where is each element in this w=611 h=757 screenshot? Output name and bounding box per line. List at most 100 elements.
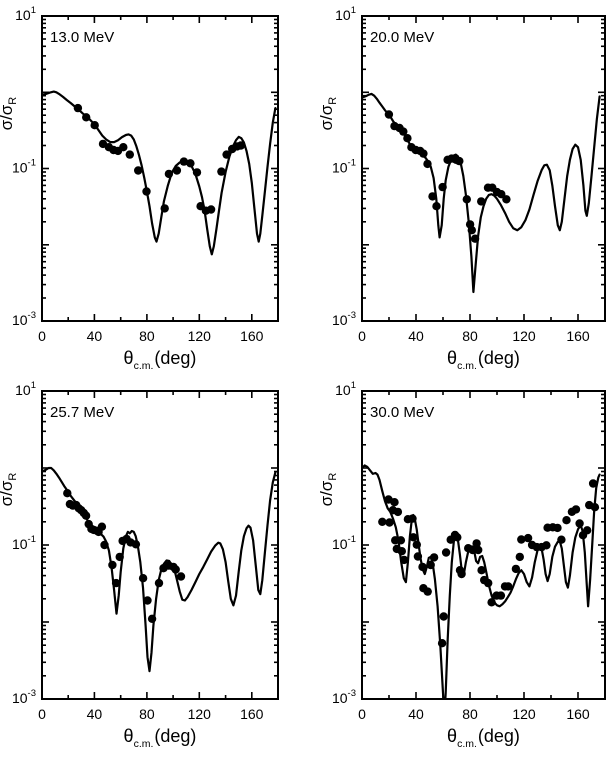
x-axis-title: θc.m.(deg) <box>447 348 520 372</box>
model-curve <box>362 464 601 699</box>
x-tick-label: 160 <box>566 706 590 722</box>
data-point <box>504 582 513 591</box>
data-point <box>397 547 406 556</box>
x-tick-label: 120 <box>188 328 212 344</box>
plot-svg: 0 40 80 120 160 101 10-1 10-3 13.0 MeV σ/σR θc.m.(… <box>0 5 279 372</box>
panel-energy-label: 25.7 MeV <box>50 404 114 421</box>
data-point <box>496 591 506 600</box>
data-point <box>399 555 409 565</box>
data-point <box>172 166 182 175</box>
data-point <box>472 539 481 548</box>
data-point <box>553 523 562 533</box>
panel-energy-label: 20.0 MeV <box>370 29 434 46</box>
y-tick-label: 10-1 <box>332 158 356 176</box>
x-axis-title: θc.m.(deg) <box>124 726 197 750</box>
data-point <box>385 518 394 527</box>
data-point <box>477 197 486 206</box>
data-point <box>428 192 437 201</box>
data-points <box>63 489 186 623</box>
data-point <box>82 113 91 122</box>
data-point <box>418 562 427 572</box>
x-tick-label: 40 <box>87 328 103 344</box>
x-tick-label: 80 <box>139 706 155 722</box>
data-point <box>179 157 189 166</box>
axis-ticks <box>41 390 279 700</box>
data-point <box>571 505 581 514</box>
x-tick-label: 160 <box>566 328 590 344</box>
data-point <box>142 187 151 196</box>
data-point <box>147 614 157 623</box>
data-point <box>455 156 464 166</box>
data-point <box>176 572 186 581</box>
data-point <box>413 552 423 561</box>
y-tick-label: 10-1 <box>12 158 36 176</box>
y-axis-title: σ/σR <box>317 473 339 507</box>
data-point <box>134 166 143 175</box>
data-point <box>396 536 406 545</box>
data-point <box>523 533 533 543</box>
data-point <box>462 195 471 204</box>
data-point <box>192 168 202 177</box>
data-points <box>384 110 511 243</box>
y-tick-label: 10-1 <box>332 534 356 552</box>
data-point <box>542 541 551 550</box>
data-point <box>502 195 511 204</box>
data-point <box>222 150 231 159</box>
data-point <box>171 565 180 574</box>
panel-30-0-mev: 0 40 80 120 160 101 10-1 10-3 30.0 MeV σ/σR θc.m.(… <box>305 378 611 757</box>
data-point <box>487 598 496 607</box>
data-point <box>470 234 480 243</box>
x-tick-label: 40 <box>87 706 103 722</box>
x-axis-title: θc.m.(deg) <box>124 348 197 372</box>
data-point <box>143 596 152 605</box>
data-point <box>437 639 447 648</box>
data-point <box>583 526 592 535</box>
x-tick-label: 0 <box>38 706 46 722</box>
data-point <box>63 489 72 498</box>
data-point <box>412 540 421 549</box>
panel-20-0-mev: 0 40 80 120 160 101 10-1 10-3 20.0 MeV σ/σR θc.m.(… <box>305 0 611 383</box>
x-tick-label: 160 <box>240 328 264 344</box>
data-point <box>408 514 417 523</box>
data-point <box>217 167 226 176</box>
data-point <box>108 560 117 570</box>
data-point <box>97 522 107 531</box>
data-point <box>453 533 462 542</box>
data-point <box>378 517 387 526</box>
data-point <box>100 540 109 550</box>
data-point <box>515 552 524 562</box>
data-point <box>575 519 584 528</box>
y-tick-label: 10-3 <box>12 688 36 706</box>
data-point <box>457 569 466 579</box>
x-tick-label: 80 <box>462 328 478 344</box>
data-point <box>423 159 432 169</box>
data-points <box>73 103 246 215</box>
data-points <box>378 479 600 648</box>
x-tick-label: 40 <box>408 706 424 722</box>
x-tick-label: 80 <box>139 328 155 344</box>
plot-frame <box>41 15 279 322</box>
data-point <box>81 511 91 520</box>
data-point <box>164 169 174 179</box>
data-point <box>138 574 148 583</box>
data-point <box>399 127 408 136</box>
axis-ticks <box>361 390 606 700</box>
data-point <box>160 204 169 213</box>
data-point <box>474 545 483 555</box>
y-axis-title: σ/σR <box>317 97 339 131</box>
data-point <box>125 150 134 159</box>
data-point <box>517 535 526 544</box>
x-tick-label: 160 <box>240 706 264 722</box>
data-point <box>115 552 124 562</box>
x-tick-label: 0 <box>358 328 366 344</box>
panel-13-0-mev: 0 40 80 120 160 101 10-1 10-3 13.0 MeV σ/σR θc.m.(… <box>0 0 305 383</box>
data-point <box>426 560 435 570</box>
y-axis-title: σ/σR <box>0 97 19 131</box>
y-tick-label: 10-1 <box>12 534 36 552</box>
y-tick-label: 101 <box>335 5 356 23</box>
panel-energy-label: 13.0 MeV <box>50 29 114 46</box>
y-tick-label: 101 <box>335 380 356 398</box>
data-point <box>590 503 600 512</box>
axis-ticks <box>41 15 279 322</box>
x-tick-label: 0 <box>358 706 366 722</box>
